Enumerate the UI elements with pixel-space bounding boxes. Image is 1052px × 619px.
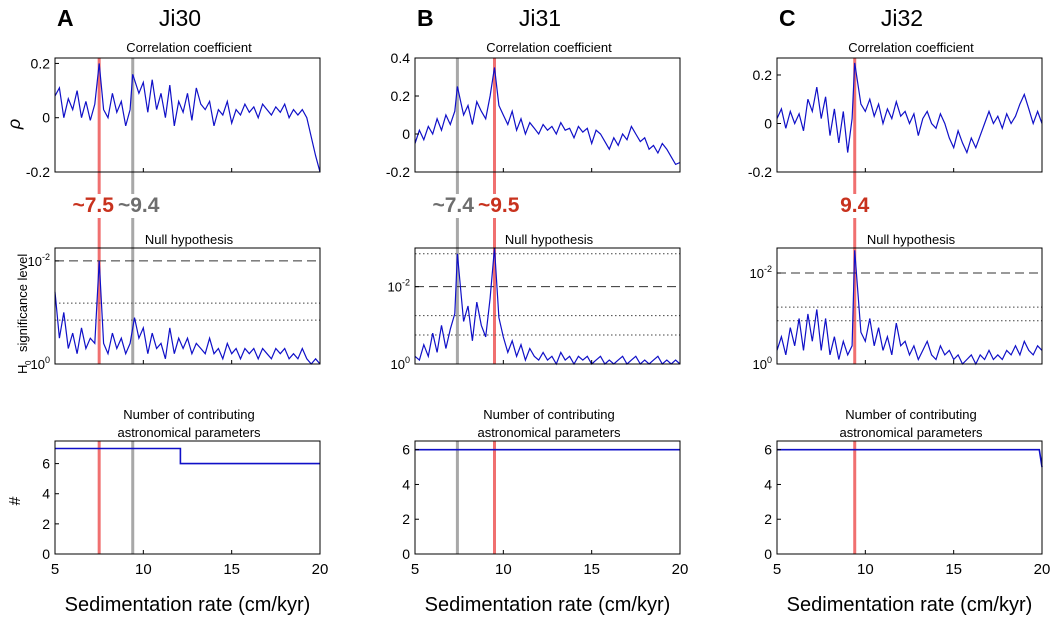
null-hypothesis-series [54,260,321,365]
parameters-ytick-label: 6 [764,442,772,458]
xtick-label: 15 [223,561,240,578]
panel-letter: C [779,5,796,31]
xtick-label: 15 [945,561,962,578]
xtick-label: 5 [51,561,59,578]
parameters-title-line2: astronomical parameters [839,425,983,440]
correlation-axes [776,57,1043,173]
parameters-ytick-label: 0 [402,546,410,562]
parameters-title-line2: astronomical parameters [477,425,621,440]
parameters-ytick-label: 0 [764,546,772,562]
xtick-label: 20 [1034,561,1051,578]
x-axis-label: Sedimentation rate (cm/kyr) [425,594,671,616]
parameters-ytick-label: 6 [42,456,50,472]
correlation-title: Correlation coefficient [126,40,252,55]
correlation-ytick-label: 0 [42,110,50,126]
x-axis-label: Sedimentation rate (cm/kyr) [787,594,1033,616]
parameters-ytick-label: 2 [402,511,410,527]
rate-label-red: ~9.5 [478,194,520,217]
parameters-ytick-label: 0 [42,546,50,562]
correlation-series [776,62,1043,155]
panel-a: A Ji30 Correlation coefficient Null hypothe… [26,5,328,616]
correlation-ytick-label: 0 [402,126,410,142]
xtick-label: 15 [583,561,600,578]
null-hypothesis-ytick-label: 100 [753,355,772,372]
null-hypothesis-axes [54,247,321,365]
panel-b: B Ji31 Correlation coefficient Null hypothe… [386,5,688,616]
null-hypothesis-ytick-label: 100 [31,355,50,372]
null-hypothesis-title: Null hypothesis [145,232,234,247]
parameters-ytick-label: 4 [764,476,772,492]
correlation-axes [414,57,681,173]
parameters-axes [776,440,1043,555]
null-hypothesis-ytick-label: 10-2 [28,252,50,269]
null-hypothesis-series [776,250,1043,366]
xtick-label: 10 [857,561,874,578]
parameters-ytick-label: 4 [402,476,410,492]
correlation-ytick-label: -0.2 [386,164,410,180]
parameters-ytick-label: 2 [764,511,772,527]
parameters-axes [54,440,321,555]
null-hypothesis-axes [776,247,1043,365]
parameters-title-line1: Number of contributing [845,407,977,422]
parameters-axes [414,440,681,555]
panel-c: C Ji32 Correlation coefficient Null hypothe… [748,5,1050,616]
xtick-label: 20 [672,561,689,578]
panel-letter: A [57,5,74,31]
panel-title: Ji30 [159,5,201,31]
rate-label-red: ~7.5 [72,194,114,217]
x-axis-label: Sedimentation rate (cm/kyr) [65,594,311,616]
panel-title: Ji31 [519,5,561,31]
parameters-ytick-label: 4 [42,486,50,502]
null-hypothesis-title: Null hypothesis [505,232,594,247]
significance-ylabel: H 0 significance level [15,254,33,374]
correlation-ytick-label: 0 [764,115,772,131]
correlation-series [414,67,681,166]
parameters-title-line1: Number of contributing [123,407,255,422]
correlation-series [54,63,321,173]
xtick-label: 5 [411,561,419,578]
parameters-ytick-label: 6 [402,442,410,458]
correlation-ytick-label: -0.2 [748,164,772,180]
parameters-series [55,447,320,465]
svg-text:0: 0 [24,360,33,365]
svg-text:H: H [15,365,30,374]
panel-title: Ji32 [881,5,923,31]
null-hypothesis-axes [414,247,681,365]
rate-label-red: 9.4 [840,194,870,217]
parameters-ylabel: # [7,496,24,505]
rate-label-gray: ~7.4 [432,194,474,217]
xtick-label: 20 [312,561,329,578]
xtick-label: 10 [135,561,152,578]
correlation-title: Correlation coefficient [486,40,612,55]
svg-text:significance level: significance level [15,254,30,352]
rate-label-gray: ~9.4 [118,194,160,217]
null-hypothesis-series [414,247,681,366]
panel-letter: B [417,5,434,31]
null-hypothesis-ytick-label: 10-2 [750,264,772,281]
correlation-ytick-label: -0.2 [26,164,50,180]
parameters-series [777,448,1043,468]
correlation-ytick-label: 0.4 [391,50,411,66]
parameters-title-line2: astronomical parameters [117,425,261,440]
null-hypothesis-ytick-label: 100 [391,355,410,372]
correlation-ylabel: ρ [4,119,24,130]
correlation-ytick-label: 0.2 [31,55,51,71]
parameters-title-line1: Number of contributing [483,407,615,422]
parameters-ytick-label: 2 [42,516,50,532]
correlation-title: Correlation coefficient [848,40,974,55]
xtick-label: 5 [773,561,781,578]
correlation-axes [54,57,321,173]
correlation-ytick-label: 0.2 [391,88,411,104]
correlation-ytick-label: 0.2 [753,67,773,83]
null-hypothesis-title: Null hypothesis [867,232,956,247]
null-hypothesis-ytick-label: 10-2 [388,278,410,295]
xtick-label: 10 [495,561,512,578]
